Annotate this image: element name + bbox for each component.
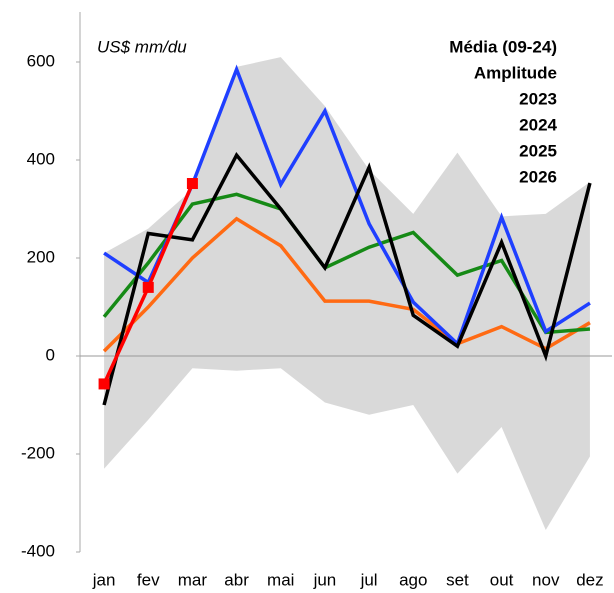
x-tick-label: set <box>446 570 469 589</box>
unit-label: US$ mm/du <box>97 37 187 56</box>
point-marker <box>186 178 198 190</box>
y-tick-label: 200 <box>27 247 55 266</box>
x-tick-label: out <box>490 570 514 589</box>
legend-label: 2024 <box>519 115 557 134</box>
x-tick-label: mai <box>267 570 294 589</box>
x-tick-label: jan <box>92 570 116 589</box>
x-tick-label: jul <box>360 570 378 589</box>
y-tick-label: -400 <box>21 541 55 560</box>
legend-label: 2026 <box>519 167 557 186</box>
y-tick-label: 400 <box>27 149 55 168</box>
legend-label: Amplitude <box>474 63 557 82</box>
x-tick-label: abr <box>224 570 249 589</box>
legend-label: 2025 <box>519 141 557 160</box>
x-tick-label: nov <box>532 570 560 589</box>
point-marker <box>98 378 110 390</box>
point-marker <box>142 281 154 293</box>
y-tick-label: 600 <box>27 51 55 70</box>
legend-label: 2023 <box>519 89 557 108</box>
x-tick-label: ago <box>399 570 427 589</box>
series-line <box>102 192 591 335</box>
x-tick-label: fev <box>137 570 160 589</box>
legend-label: Média (09-24) <box>449 37 557 56</box>
x-tick-label: jun <box>313 570 337 589</box>
x-tick-label: mar <box>178 570 208 589</box>
y-tick-label: 0 <box>46 345 55 364</box>
series-line <box>102 216 591 353</box>
series-line <box>102 151 592 406</box>
y-tick-label: -200 <box>21 443 55 462</box>
amplitude-area <box>104 57 590 530</box>
x-tick-label: dez <box>576 570 603 589</box>
